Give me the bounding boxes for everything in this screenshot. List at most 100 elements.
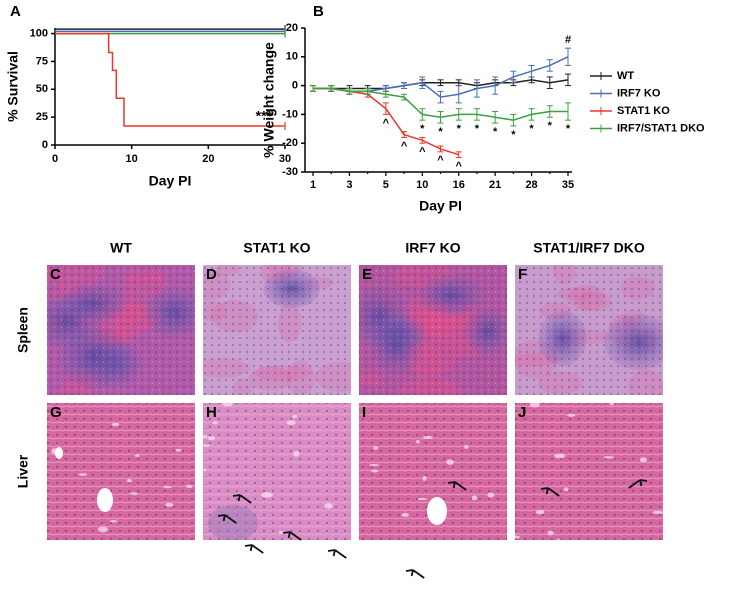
- x-tick-label: 5: [383, 179, 389, 191]
- panel-letter: E: [362, 266, 372, 283]
- significance-label: *: [457, 123, 462, 135]
- image-content: [515, 403, 663, 540]
- sinusoid: [78, 473, 88, 476]
- sinusoid: [369, 463, 380, 467]
- sinusoid: [652, 510, 663, 514]
- panel-letter: I: [362, 404, 366, 421]
- x-axis-title: Day PI: [149, 173, 192, 189]
- panel-label: A: [10, 3, 21, 20]
- sinusoid: [203, 468, 207, 471]
- arrow: [282, 531, 302, 541]
- histology-image: D: [203, 265, 351, 395]
- texture: [359, 265, 507, 395]
- sinusoid: [422, 435, 433, 439]
- sinusoid: [371, 469, 379, 473]
- sinusoid: [293, 450, 300, 457]
- sinusoid: [185, 484, 193, 489]
- significance-label: ^: [437, 155, 444, 167]
- sinusoid: [563, 487, 569, 492]
- texture: [515, 265, 663, 395]
- sinusoid: [212, 421, 218, 425]
- legend-label: STAT1 KO: [617, 105, 670, 117]
- y-tick-label: 0: [42, 139, 48, 151]
- significance-label: *: [511, 129, 516, 141]
- panel-letter: H: [206, 404, 217, 421]
- texture: [203, 265, 351, 395]
- sinusoid: [446, 459, 454, 465]
- histology-image: C: [47, 265, 195, 395]
- y-tick-label: -20: [282, 137, 298, 149]
- image-content: [359, 265, 507, 395]
- image-content: [47, 403, 195, 540]
- x-tick-label: 1: [310, 179, 316, 191]
- y-tick-label: 10: [286, 51, 298, 63]
- panel-letter: C: [50, 266, 61, 283]
- column-header: IRF7 KO: [405, 240, 460, 256]
- texture: [47, 265, 195, 395]
- x-tick-label: 30: [279, 153, 291, 165]
- sinusoid: [165, 502, 174, 507]
- sinusoid: [109, 520, 118, 523]
- sinusoid: [175, 448, 182, 452]
- sinusoid: [464, 444, 469, 449]
- arrow: [232, 494, 252, 504]
- sinusoid: [401, 512, 410, 517]
- sinusoid: [203, 434, 208, 439]
- legend-label: IRF7/STAT1 DKO: [617, 122, 705, 134]
- vessel: [97, 488, 113, 512]
- sinusoid: [609, 403, 614, 406]
- vessel: [55, 447, 63, 459]
- sinusoid: [556, 538, 561, 540]
- lesion: [208, 505, 258, 540]
- sinusoid: [222, 403, 234, 407]
- y-tick-label: 20: [286, 22, 298, 34]
- annotation: ***: [256, 108, 273, 124]
- y-tick-label: 0: [292, 80, 298, 92]
- sinusoid: [547, 530, 554, 536]
- series-line: [313, 79, 569, 90]
- sinusoid: [134, 454, 140, 457]
- y-tick-label: -30: [282, 166, 298, 178]
- sinusoid: [207, 436, 216, 441]
- sinusoid: [163, 486, 172, 489]
- sinusoid: [261, 492, 273, 498]
- image-content: [515, 265, 663, 395]
- survival-line: [55, 32, 285, 127]
- panel-letter: G: [50, 404, 62, 421]
- significance-label: *: [493, 126, 498, 138]
- x-tick-label: 28: [525, 179, 537, 191]
- significance-label: *: [566, 123, 571, 135]
- x-tick-label: 35: [562, 179, 574, 191]
- significance-label: ^: [455, 161, 462, 173]
- y-axis-title: % Survival: [5, 51, 21, 122]
- sinusoid: [373, 446, 379, 450]
- significance-label: ^: [383, 117, 390, 129]
- significance-label: *: [475, 123, 480, 135]
- x-tick-label: 21: [489, 179, 501, 191]
- row-header: Spleen: [15, 307, 31, 353]
- significance-label: *: [438, 126, 443, 138]
- y-tick-label: -10: [282, 108, 298, 120]
- significance-label: ^: [401, 140, 408, 152]
- x-tick-label: 10: [416, 179, 428, 191]
- sinusoid: [515, 535, 521, 539]
- x-tick-label: 10: [126, 153, 138, 165]
- column-header: WT: [110, 240, 132, 256]
- image-content: [47, 265, 195, 395]
- x-tick-label: 20: [202, 153, 214, 165]
- texture: [515, 403, 663, 540]
- sinusoid: [111, 422, 120, 427]
- significance-label: #: [565, 34, 571, 46]
- x-tick-label: 16: [453, 179, 465, 191]
- arrow: [217, 514, 237, 524]
- sinusoid: [422, 475, 427, 481]
- image-content: [359, 403, 507, 540]
- column-header: STAT1 KO: [243, 240, 310, 256]
- sinusoid: [417, 497, 428, 501]
- histology-image: I: [359, 403, 507, 579]
- panel-letter: D: [206, 266, 217, 283]
- histology-image: E: [359, 265, 507, 395]
- series-line: [313, 87, 568, 121]
- sinusoid: [535, 509, 545, 515]
- image-content: [203, 403, 351, 540]
